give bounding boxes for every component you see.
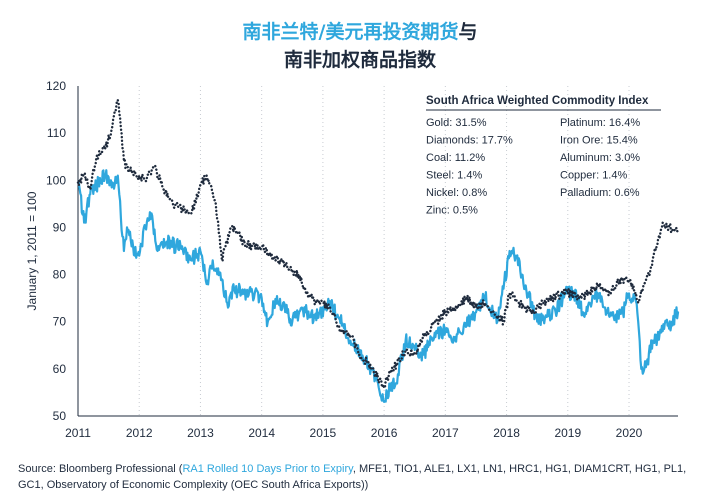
y-tick-label: 60 xyxy=(53,362,67,376)
chart-series xyxy=(76,98,680,403)
source-rest: , MFE1, TIO1, ALE1, LX1, LN1, HRC1, HG1,… xyxy=(18,463,687,491)
x-tick-label: 2020 xyxy=(616,426,643,440)
x-tick-label: 2014 xyxy=(248,426,275,440)
y-tick-label: 120 xyxy=(46,79,66,93)
chart-title-highlight: 南非兰特/美元再投资期货 xyxy=(242,21,459,43)
y-axis-label: January 1, 2011 = 100 xyxy=(25,191,39,310)
x-tick-label: 2016 xyxy=(371,426,398,440)
legend-title: South Africa Weighted Commodity Index xyxy=(426,95,649,107)
legend-item: Coal: 11.2% xyxy=(426,152,485,164)
source-link[interactable]: RA1 Rolled 10 Days Prior to Expiry xyxy=(182,463,353,475)
legend-item: Platinum: 16.4% xyxy=(560,117,640,129)
legend-item: Steel: 1.4% xyxy=(426,170,482,182)
chart-title-line2: 南非加权商品指数 xyxy=(283,49,436,71)
x-tick-label: 2015 xyxy=(310,426,337,440)
y-tick-label: 100 xyxy=(46,173,66,187)
commodity-weight-legend: South Africa Weighted Commodity Index Gol… xyxy=(426,95,661,217)
x-tick-label: 2019 xyxy=(554,426,581,440)
commodity-index-line xyxy=(76,98,680,390)
y-tick-label: 110 xyxy=(47,126,66,140)
source-note: Source: Bloomberg Professional (RA1 Roll… xyxy=(18,461,708,493)
chart-title-connector: 与 xyxy=(458,21,478,43)
legend-item: Copper: 1.4% xyxy=(560,170,627,182)
rand-futures-line xyxy=(76,169,680,403)
x-tick-label: 2013 xyxy=(187,426,214,440)
chart-title-line1: 南非兰特/美元再投资期货与 xyxy=(0,17,720,44)
y-tick-label: 80 xyxy=(53,268,67,282)
x-tick-label: 2011 xyxy=(65,426,91,440)
legend-item: Iron Ore: 15.4% xyxy=(560,135,638,147)
chart-axes: 2011 2012 2013 2014 2015 2016 2017 2018 2019 2020… xyxy=(25,79,678,440)
y-tick-label: 90 xyxy=(53,220,67,234)
x-tick-label: 2012 xyxy=(126,426,153,440)
x-tick-label: 2018 xyxy=(493,426,520,440)
legend-item: Gold: 31.5% xyxy=(426,117,487,129)
legend-item: Zinc: 0.5% xyxy=(426,205,478,217)
legend-item: Nickel: 0.8% xyxy=(426,187,487,199)
legend-item: Aluminum: 3.0% xyxy=(560,152,640,164)
legend-item: Diamonds: 17.7% xyxy=(426,135,513,147)
x-tick-label: 2017 xyxy=(432,426,459,440)
legend-item: Palladium: 0.6% xyxy=(560,187,640,199)
source-prefix: Source: Bloomberg Professional ( xyxy=(18,463,183,475)
chart-grid xyxy=(138,86,630,416)
y-tick-label: 50 xyxy=(53,409,67,423)
y-tick-label: 70 xyxy=(53,315,67,329)
